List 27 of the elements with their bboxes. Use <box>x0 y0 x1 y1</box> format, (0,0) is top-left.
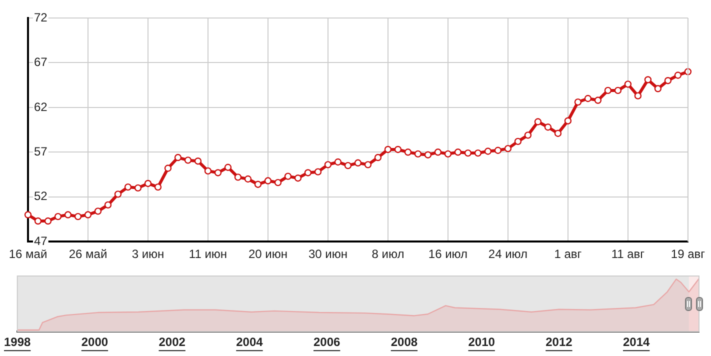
x-tick-label: 3 июн <box>132 247 164 262</box>
x-tick-label: 2002 <box>158 335 186 350</box>
x-tick-label: 19 авг <box>670 247 706 262</box>
x-tick-label: 11 авг <box>611 247 646 262</box>
x-tick-label: 26 май <box>68 247 108 262</box>
y-tick-label: 72 <box>34 10 48 24</box>
x-tick-label: 1 авг <box>554 247 582 262</box>
x-tick-label: 16 май <box>8 247 48 262</box>
x-tick-label: 30 июн <box>308 247 348 262</box>
y-tick-label: 67 <box>34 55 48 70</box>
x-tick-label: 1998 <box>4 335 32 350</box>
x-tick-label: 11 июн <box>188 247 228 262</box>
x-tick-label: 2014 <box>622 335 650 350</box>
y-tick-label: 52 <box>34 189 48 204</box>
x-tick-label: 2006 <box>313 335 341 350</box>
x-tick-label: 2008 <box>390 335 418 350</box>
x-tick-label: 2012 <box>546 335 573 350</box>
x-tick-label: 24 июл <box>488 247 528 262</box>
y-tick-label: 57 <box>34 144 48 158</box>
x-tick-label: 2010 <box>468 335 496 350</box>
x-tick-label: 20 июн <box>248 247 288 262</box>
y-tick-label: 62 <box>34 100 48 114</box>
x-tick-label: 8 июл <box>372 247 404 262</box>
x-tick-label: 2004 <box>236 335 264 350</box>
x-tick-label: 2000 <box>81 335 108 350</box>
y-tick-label: 47 <box>34 234 48 248</box>
x-tick-label: 16 июл <box>428 247 468 262</box>
